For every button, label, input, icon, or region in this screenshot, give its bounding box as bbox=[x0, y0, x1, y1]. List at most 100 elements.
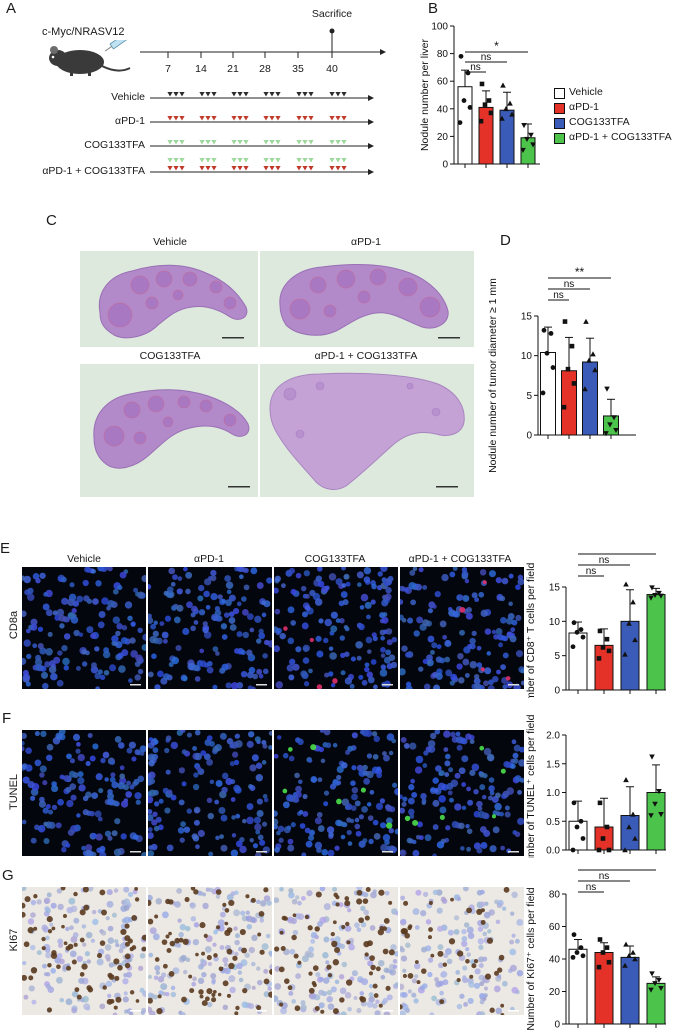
positive-cell bbox=[174, 937, 181, 944]
nucleus bbox=[63, 633, 71, 640]
dose-marker bbox=[167, 116, 173, 121]
nucleus bbox=[483, 911, 491, 919]
nucleus bbox=[344, 677, 353, 685]
nucleus bbox=[155, 816, 162, 823]
nucleus bbox=[114, 939, 119, 944]
nucleus bbox=[170, 581, 176, 587]
nucleus bbox=[439, 806, 447, 814]
dose-marker bbox=[269, 158, 275, 163]
positive-cell bbox=[332, 959, 340, 966]
y-axis-label: Number of TUNEL⁺ cells per field bbox=[525, 714, 537, 858]
data-point bbox=[550, 365, 556, 370]
positive-cell bbox=[288, 747, 293, 752]
group-label-cog: COG133TFA bbox=[84, 139, 145, 151]
nucleus bbox=[354, 823, 361, 830]
dose-marker bbox=[275, 140, 281, 145]
positive-cell bbox=[416, 980, 421, 985]
nucleus bbox=[300, 585, 307, 592]
nucleus bbox=[304, 593, 310, 599]
nucleus bbox=[325, 742, 332, 749]
significance-label: ns bbox=[553, 290, 564, 301]
nucleus bbox=[456, 1003, 463, 1010]
nucleus bbox=[380, 974, 386, 980]
nucleus bbox=[308, 993, 313, 998]
positive-cell bbox=[505, 676, 511, 681]
bar bbox=[457, 86, 473, 165]
nucleus bbox=[226, 589, 232, 595]
nucleus bbox=[401, 645, 408, 652]
nucleus bbox=[235, 840, 243, 848]
nucleus bbox=[395, 788, 398, 794]
nucleus bbox=[259, 900, 267, 907]
nucleus bbox=[400, 807, 406, 814]
positive-cell bbox=[360, 787, 366, 793]
nucleus bbox=[43, 821, 48, 827]
nucleus bbox=[40, 671, 49, 679]
nucleus bbox=[363, 576, 371, 583]
nucleus bbox=[348, 943, 355, 951]
dose-marker bbox=[167, 158, 173, 163]
nucleus bbox=[208, 887, 214, 893]
nucleus bbox=[294, 895, 300, 900]
dose-marker bbox=[341, 116, 347, 121]
data-point bbox=[604, 945, 610, 950]
nucleus bbox=[411, 992, 417, 998]
nucleus bbox=[111, 830, 118, 837]
nucleus bbox=[370, 659, 377, 665]
nucleus bbox=[36, 950, 42, 956]
nucleus bbox=[47, 631, 53, 637]
data-point bbox=[656, 977, 662, 983]
nucleus bbox=[90, 632, 97, 639]
nucleus bbox=[323, 790, 330, 796]
nucleus bbox=[124, 1009, 129, 1014]
nucleus bbox=[483, 680, 489, 687]
nucleus bbox=[448, 767, 454, 773]
y-tick-label: 40 bbox=[549, 955, 561, 966]
nucleus bbox=[366, 802, 372, 807]
significance-label: * bbox=[494, 39, 499, 53]
data-point bbox=[648, 595, 654, 601]
y-tick-label: 10 bbox=[521, 351, 533, 362]
nucleus bbox=[356, 887, 363, 891]
nucleus bbox=[276, 627, 282, 634]
nucleus bbox=[133, 587, 139, 593]
nucleus bbox=[175, 644, 182, 652]
nucleus bbox=[514, 831, 521, 837]
nucleus bbox=[76, 741, 81, 747]
nucleus bbox=[232, 607, 240, 615]
dose-marker bbox=[341, 158, 347, 163]
nucleus bbox=[392, 964, 398, 970]
group-label-vehicle: Vehicle bbox=[111, 91, 145, 103]
nucleus bbox=[76, 595, 84, 603]
dose-marker bbox=[173, 116, 179, 121]
nucleus bbox=[78, 977, 85, 984]
nucleus bbox=[141, 1007, 146, 1013]
nucleus bbox=[180, 730, 186, 733]
nucleus bbox=[245, 916, 250, 921]
nucleus bbox=[159, 621, 165, 626]
nucleus bbox=[388, 750, 394, 756]
nucleus bbox=[198, 584, 205, 592]
nucleus bbox=[422, 763, 428, 768]
he-title: αPD-1 + COG133TFA bbox=[314, 350, 418, 362]
data-point bbox=[613, 427, 619, 434]
nucleus bbox=[203, 753, 211, 761]
nucleus bbox=[50, 968, 57, 974]
nucleus bbox=[97, 669, 103, 675]
positive-cell bbox=[218, 966, 224, 972]
positive-cell bbox=[181, 996, 187, 1003]
nucleus bbox=[202, 902, 209, 910]
nucleus bbox=[301, 611, 308, 618]
nucleus bbox=[27, 587, 34, 595]
positive-cell bbox=[148, 997, 153, 1004]
nucleus bbox=[86, 959, 91, 964]
positive-cell bbox=[226, 948, 233, 955]
nucleus bbox=[148, 952, 154, 958]
nucleus bbox=[458, 767, 466, 775]
he-title: COG133TFA bbox=[139, 350, 201, 362]
nucleus bbox=[75, 748, 81, 754]
positive-cell bbox=[331, 940, 338, 948]
nucleus bbox=[200, 750, 207, 756]
nucleus bbox=[181, 749, 187, 755]
